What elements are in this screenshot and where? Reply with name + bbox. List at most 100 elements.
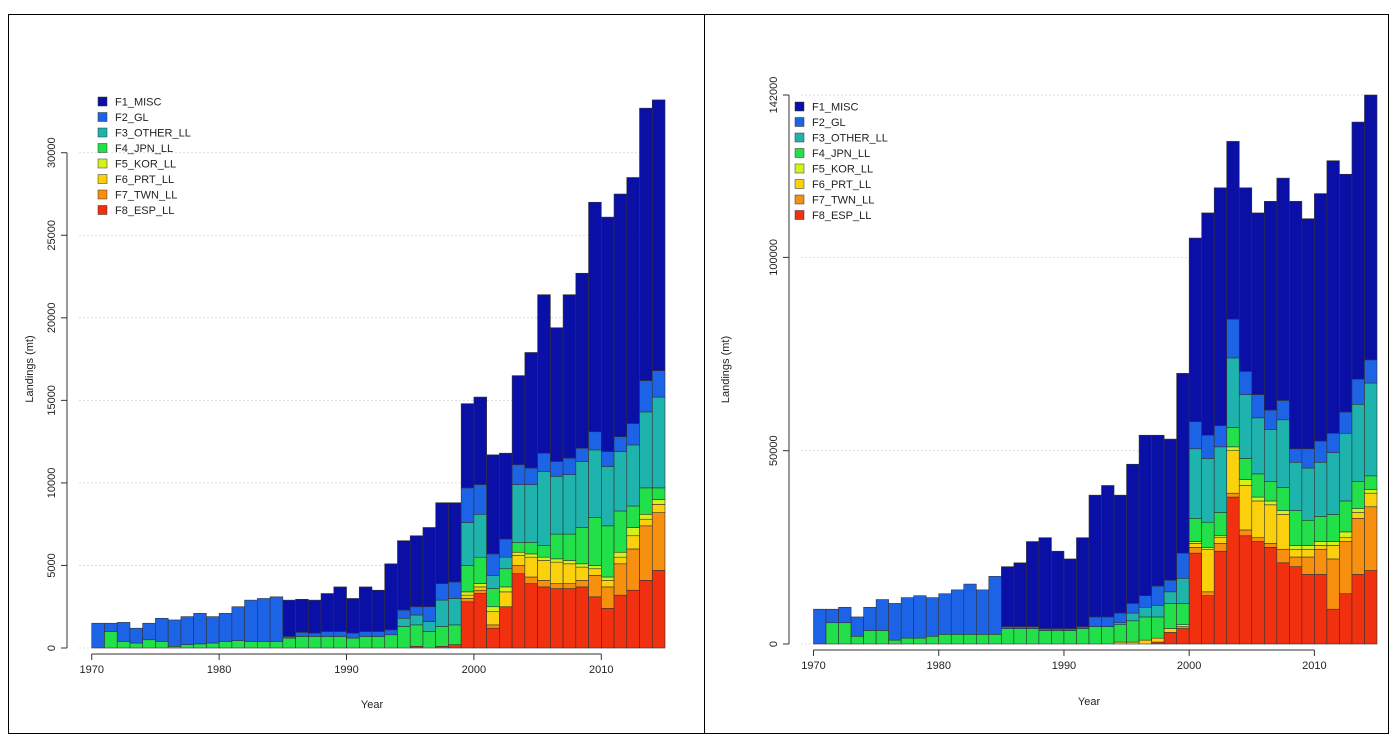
left-bar-F8_ESP_LL-2013 bbox=[639, 580, 653, 649]
right-bar-F1_MISC-2005 bbox=[1251, 212, 1265, 395]
right-bar-F6_PRT_LL-2011 bbox=[1326, 545, 1340, 560]
left-legend-label-F5_KOR_LL: F5_KOR_LL bbox=[115, 159, 176, 171]
right-bar-F2_GL-2013 bbox=[1351, 378, 1365, 405]
right-bar-F3_OTHER_LL-1998 bbox=[1163, 591, 1177, 604]
right-bar-F4_JPN_LL-1975 bbox=[875, 630, 889, 645]
right-legend-label-F8_ESP_LL: F8_ESP_LL bbox=[812, 210, 871, 222]
left-bar-F2_GL-2011 bbox=[613, 436, 628, 452]
left-bar-F6_PRT_LL-2002 bbox=[499, 591, 513, 608]
right-bar-F1_MISC-2013 bbox=[1351, 121, 1365, 380]
right-bar-F1_MISC-1986 bbox=[1013, 562, 1027, 627]
left-legend-label-F1_MISC: F1_MISC bbox=[115, 97, 162, 109]
right-bar-F6_PRT_LL-2004 bbox=[1238, 485, 1253, 531]
right-bar-F3_OTHER_LL-1999 bbox=[1176, 577, 1190, 604]
right-bar-F8_ESP_LL-2010 bbox=[1314, 574, 1328, 645]
right-bar-F7_TWN_LL-2004 bbox=[1238, 529, 1253, 537]
left-bar-F1_MISC-2013 bbox=[639, 107, 653, 381]
left-bar-F5_KOR_LL-2002 bbox=[499, 586, 513, 593]
left-bar-F3_OTHER_LL-1998 bbox=[448, 598, 462, 626]
right-bar-F4_JPN_LL-1971 bbox=[825, 622, 839, 645]
right-bar-F4_JPN_LL-1993 bbox=[1101, 626, 1115, 645]
left-x-tick-label: 2000 bbox=[462, 664, 486, 676]
left-bar-F4_JPN_LL-1974 bbox=[142, 639, 156, 649]
right-bar-F5_KOR_LL-2014 bbox=[1364, 489, 1378, 494]
right-bar-F8_ESP_LL-1999 bbox=[1176, 628, 1190, 645]
right-bar-F1_MISC-2003 bbox=[1226, 141, 1240, 320]
right-legend-label-F7_TWN_LL: F7_TWN_LL bbox=[812, 195, 874, 207]
right-bar-F6_PRT_LL-2012 bbox=[1339, 537, 1353, 542]
left-bar-F1_MISC-1989 bbox=[333, 586, 347, 632]
right-bar-F7_TWN_LL-2003 bbox=[1226, 492, 1240, 498]
left-bar-F8_ESP_LL-2008 bbox=[575, 586, 589, 649]
right-bar-F2_GL-1972 bbox=[838, 606, 852, 624]
left-legend-label-F2_GL: F2_GL bbox=[115, 112, 149, 124]
right-bar-F2_GL-1984 bbox=[988, 576, 1002, 635]
left-bar-F1_MISC-2006 bbox=[550, 327, 564, 462]
right-bar-F1_MISC-1987 bbox=[1026, 541, 1040, 627]
left-bar-F1_MISC-1999 bbox=[460, 403, 475, 489]
right-bar-F8_ESP_LL-2009 bbox=[1301, 574, 1315, 645]
left-bar-F8_ESP_LL-2011 bbox=[613, 594, 628, 649]
left-bar-F1_MISC-2004 bbox=[524, 352, 538, 469]
left-bar-F7_TWN_LL-2003 bbox=[511, 565, 526, 575]
left-bar-F2_GL-1986 bbox=[295, 632, 309, 637]
left-bar-F8_ESP_LL-2006 bbox=[550, 588, 564, 649]
left-bar-F4_JPN_LL-1971 bbox=[104, 631, 118, 649]
right-bar-F2_GL-2007 bbox=[1276, 400, 1290, 421]
right-bar-F3_OTHER_LL-2006 bbox=[1264, 429, 1278, 482]
right-bar-F3_OTHER_LL-1995 bbox=[1126, 612, 1140, 622]
right-y-tick-label: 142000 bbox=[768, 77, 780, 114]
left-bar-F7_TWN_LL-2005 bbox=[537, 580, 551, 588]
left-bar-F4_JPN_LL-1984 bbox=[269, 641, 284, 649]
right-bar-F5_KOR_LL-2009 bbox=[1301, 545, 1315, 550]
left-bar-F2_GL-1989 bbox=[333, 631, 347, 637]
left-legend-swatch-F8_ESP_LL bbox=[97, 205, 108, 215]
right-bar-F7_TWN_LL-2014 bbox=[1364, 506, 1378, 571]
left-legend-swatch-F4_JPN_LL bbox=[97, 143, 108, 153]
left-bar-F5_KOR_LL-2005 bbox=[537, 556, 551, 561]
right-bar-F4_JPN_LL-2003 bbox=[1226, 427, 1240, 448]
right-bar-F7_TWN_LL-2001 bbox=[1201, 591, 1215, 596]
left-bar-F2_GL-2014 bbox=[651, 370, 666, 398]
right-bar-F3_OTHER_LL-2002 bbox=[1213, 446, 1228, 513]
right-y-tick-label: 50000 bbox=[768, 435, 780, 466]
left-bar-F6_PRT_LL-2000 bbox=[473, 586, 487, 591]
right-bar-F7_TWN_LL-2010 bbox=[1314, 548, 1328, 575]
left-x-tick-label: 1970 bbox=[79, 664, 103, 676]
right-bar-F7_TWN_LL-2008 bbox=[1289, 556, 1303, 567]
right-bar-F5_KOR_LL-2012 bbox=[1339, 531, 1353, 538]
left-legend-label-F3_OTHER_LL: F3_OTHER_LL bbox=[115, 128, 191, 140]
left-bar-F4_JPN_LL-1994 bbox=[397, 626, 411, 649]
left-bar-F8_ESP_LL-2000 bbox=[473, 593, 487, 649]
left-legend-swatch-F3_OTHER_LL bbox=[97, 127, 108, 138]
right-legend-label-F5_KOR_LL: F5_KOR_LL bbox=[812, 164, 873, 176]
right-bar-F5_KOR_LL-2013 bbox=[1351, 508, 1365, 513]
left-bar-F1_MISC-1996 bbox=[422, 527, 436, 608]
left-bar-F2_GL-1984 bbox=[269, 596, 284, 642]
left-bar-F2_GL-2004 bbox=[524, 467, 538, 485]
right-bar-F6_PRT_LL-2006 bbox=[1264, 504, 1278, 544]
right-bar-F4_JPN_LL-1987 bbox=[1026, 628, 1040, 645]
left-bar-F2_GL-1975 bbox=[155, 617, 169, 642]
right-bar-F8_ESP_LL-2003 bbox=[1226, 496, 1240, 645]
left-bar-F2_GL-1979 bbox=[206, 616, 220, 644]
left-landings-chart: 0 5000 10000 15000 20000 25000 30000 1970 1980 19… bbox=[24, 97, 666, 711]
right-bar-F3_OTHER_LL-2010 bbox=[1314, 461, 1328, 517]
left-bar-F6_PRT_LL-2013 bbox=[639, 518, 653, 527]
right-bar-F2_GL-2001 bbox=[1201, 434, 1215, 459]
right-bar-F4_JPN_LL-1972 bbox=[838, 622, 852, 645]
right-bar-F2_GL-2002 bbox=[1213, 425, 1228, 448]
left-bar-F6_PRT_LL-2007 bbox=[562, 563, 577, 584]
right-bar-F4_JPN_LL-2012 bbox=[1339, 500, 1353, 533]
left-bar-F1_MISC-2003 bbox=[511, 375, 526, 466]
left-bar-F8_ESP_LL-2007 bbox=[562, 588, 577, 649]
left-bar-F4_JPN_LL-1981 bbox=[231, 640, 245, 649]
right-bar-F3_OTHER_LL-2008 bbox=[1289, 461, 1303, 511]
left-bar-F1_MISC-2005 bbox=[537, 294, 551, 454]
right-bar-F6_PRT_LL-1998 bbox=[1163, 628, 1177, 633]
left-bar-F5_KOR_LL-2008 bbox=[575, 563, 589, 568]
left-bar-F1_MISC-1997 bbox=[435, 502, 449, 584]
left-bar-F4_JPN_LL-1998 bbox=[448, 624, 462, 645]
left-x-tick-label: 2010 bbox=[589, 664, 613, 676]
right-bar-F2_GL-2000 bbox=[1188, 421, 1202, 450]
